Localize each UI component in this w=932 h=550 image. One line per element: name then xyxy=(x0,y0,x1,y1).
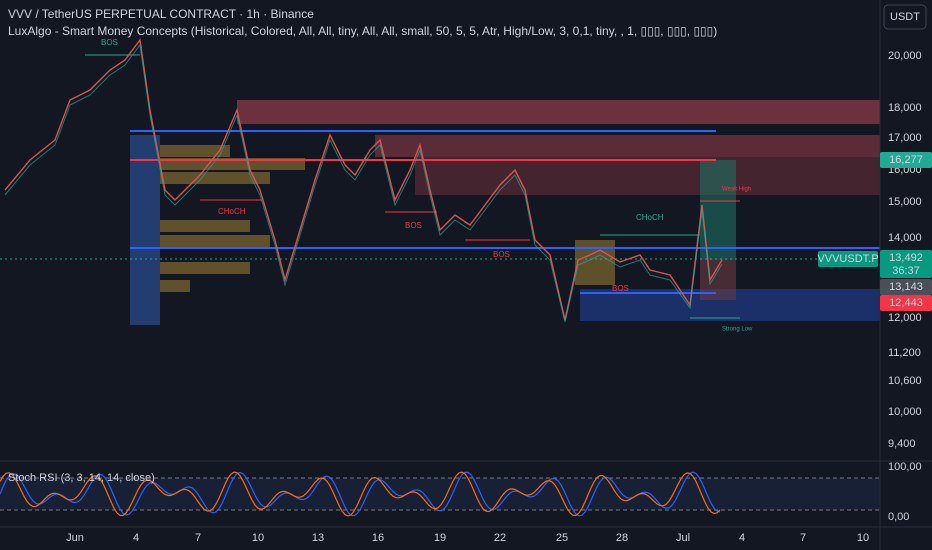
annotation: CHoCH xyxy=(218,207,246,216)
time-tick-label: 10 xyxy=(857,532,869,544)
time-tick-label: 10 xyxy=(252,532,264,544)
countdown: 36:37 xyxy=(892,265,920,277)
price-tag: 16,277 xyxy=(889,154,923,166)
time-tick-label: 7 xyxy=(195,532,201,544)
price-tick-label: 18,000 xyxy=(888,102,922,114)
symbol-tag: VVVUSDT.P xyxy=(817,253,878,265)
currency-button[interactable] xyxy=(883,4,927,30)
price-tag: 13,492 xyxy=(889,252,923,264)
price-tick-label: 20,000 xyxy=(888,50,922,62)
volume-profile xyxy=(130,135,615,325)
annotation: BOS xyxy=(405,221,422,230)
annotation: BOS xyxy=(612,284,629,293)
currency-label[interactable]: USDT xyxy=(890,11,920,23)
time-tick-label: 16 xyxy=(372,532,384,544)
time-tick-label: 7 xyxy=(800,532,806,544)
time-axis: Jun 4 7 10 13 16 19 22 25 28 Jul 4 7 10 xyxy=(66,532,869,544)
price-tick-label: 9,400 xyxy=(888,438,916,450)
price-tick-label: 15,000 xyxy=(888,196,922,208)
oscillator-label: Stoch RSI (3, 3, 14, 14, close) xyxy=(8,472,155,484)
time-tick-label: 13 xyxy=(312,532,324,544)
annotation: BOS xyxy=(101,38,118,47)
symbol-title: VVV / TetherUS PERPETUAL CONTRACT · 1h ·… xyxy=(8,7,314,21)
annotation: CHoCH xyxy=(636,213,664,222)
price-tick-label: 10,600 xyxy=(888,375,922,387)
annotations: BOS CHoCH BOS BOS CHoCH BOS Weak High St… xyxy=(101,38,753,332)
time-tick-label: Jul xyxy=(676,532,690,544)
time-tick-label: 25 xyxy=(556,532,568,544)
time-tick-label: 4 xyxy=(133,532,139,544)
header: VVV / TetherUS PERPETUAL CONTRACT · 1h ·… xyxy=(8,4,927,38)
price-tags: 16,277 VVVUSDT.P 13,492 36:37 13,143 12,… xyxy=(817,152,932,311)
oscillator-tick: 100,00 xyxy=(888,461,922,473)
time-tick-label: Jun xyxy=(66,532,84,544)
price-tag: 13,143 xyxy=(889,281,923,293)
annotation: Strong Low xyxy=(722,327,753,333)
price-tick-label: 14,000 xyxy=(888,232,922,244)
indicator-title: LuxAlgo - Smart Money Concepts (Historic… xyxy=(8,24,717,38)
price-line xyxy=(4,38,723,321)
supply-zone xyxy=(237,100,880,124)
price-tick-label: 12,000 xyxy=(888,312,922,324)
annotation: Weak High xyxy=(722,187,751,193)
supply-zone xyxy=(375,135,880,157)
annotation: BOS xyxy=(493,250,510,259)
oscillator: Stoch RSI (3, 3, 14, 14, close) 100,00 0… xyxy=(0,460,932,523)
zones xyxy=(237,100,880,321)
price-tick-label: 11,200 xyxy=(888,347,921,359)
price-tick-label: 17,000 xyxy=(888,132,922,144)
time-tick-label: 19 xyxy=(434,532,446,544)
price-tick-label: 10,000 xyxy=(888,406,922,418)
time-tick-label: 4 xyxy=(739,532,745,544)
price-tag: 12,443 xyxy=(889,297,923,309)
supply-zone xyxy=(415,157,880,195)
time-tick-label: 28 xyxy=(616,532,628,544)
time-tick-label: 22 xyxy=(494,532,506,544)
price-line-up xyxy=(4,43,723,323)
oscillator-tick: 0,00 xyxy=(888,511,909,523)
